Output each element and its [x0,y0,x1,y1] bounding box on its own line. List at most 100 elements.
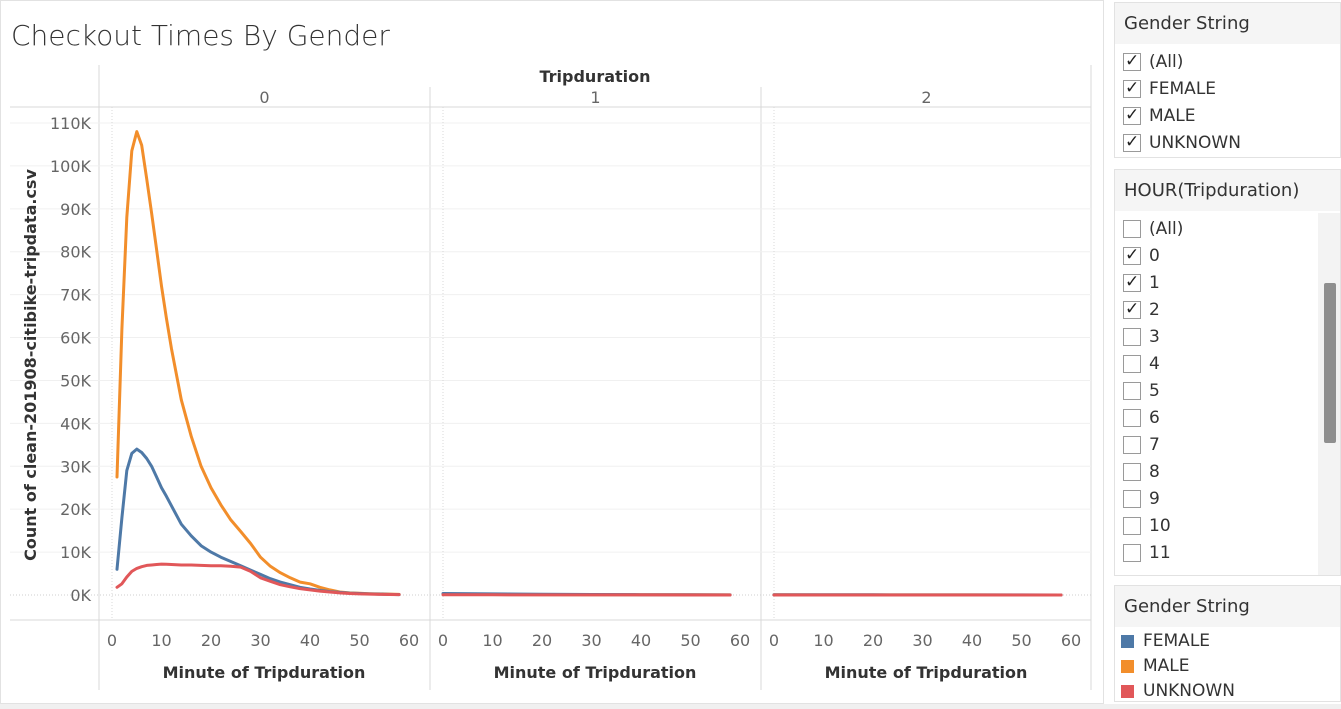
legend-item[interactable]: MALE [1121,655,1190,677]
hour-filter-title: HOUR(Tripduration) [1115,170,1340,211]
y-tick-label: 40K [60,414,91,433]
gender-filter-option[interactable]: ✓ MALE [1123,104,1196,128]
gender-filter-checkbox[interactable]: ✓ [1123,78,1141,98]
hour-filter-option[interactable]: 11 [1123,541,1171,565]
hour-filter-checkbox[interactable]: ✓ [1123,299,1141,319]
hour-filter-option-label: 4 [1149,354,1160,374]
chart-title: Checkout Times By Gender [11,19,390,52]
x-tick-label: 40 [962,631,982,650]
x-tick-label: 30 [912,631,932,650]
hour-filter-option-label: 6 [1149,408,1160,428]
hour-filter-checkbox[interactable] [1123,517,1141,535]
x-tick-label: 10 [482,631,502,650]
gender-filter-option[interactable]: ✓ (All) [1123,50,1183,74]
gender-filter-option[interactable]: ✓ FEMALE [1123,77,1216,101]
series-line-male-panel-0 [115,130,401,596]
x-axis-label: Minute of Tripduration [494,663,697,682]
hour-filter-option[interactable]: ✓ 1 [1123,271,1160,295]
x-tick-label: 10 [151,631,171,650]
series-line-female-panel-0 [115,447,401,597]
gender-filter-checkbox[interactable]: ✓ [1123,105,1141,125]
y-tick-label: 60K [60,329,91,348]
hour-filter-option[interactable]: 9 [1123,487,1160,511]
color-legend-card: Gender String FEMALE MALE UNKNOWN [1114,585,1341,702]
panel-header-label: 1 [590,88,600,107]
x-tick-label: 40 [300,631,320,650]
hour-filter-scrollbar[interactable] [1318,213,1340,575]
x-tick-label: 30 [250,631,270,650]
hour-filter-option[interactable]: (All) [1123,217,1183,241]
x-tick-label: 60 [730,631,750,650]
legend-item[interactable]: FEMALE [1121,630,1210,652]
series-line-unknown-panel-0 [115,562,401,597]
legend-item-label: FEMALE [1143,631,1211,651]
hour-filter-checkbox[interactable] [1123,382,1141,400]
x-tick-label: 50 [349,631,369,650]
hour-filter-option-label: 2 [1149,300,1160,320]
hour-filter-option[interactable]: 3 [1123,325,1160,349]
hour-filter-card: HOUR(Tripduration) (All) ✓ 0 ✓ 1 ✓ 2 3 4 5 6 7 8 9 10 1… [1114,169,1341,576]
hour-filter-option[interactable]: 5 [1123,379,1160,403]
x-tick-label: 0 [107,631,117,650]
y-tick-label: 100K [50,157,92,176]
gender-filter-checkbox[interactable]: ✓ [1123,51,1141,71]
checkmark-icon: ✓ [1125,78,1140,98]
legend-item[interactable]: UNKNOWN [1121,680,1235,702]
legend-item-label: MALE [1143,656,1190,676]
x-tick-label: 60 [399,631,419,650]
x-tick-label: 0 [438,631,448,650]
checkmark-icon: ✓ [1125,272,1140,292]
hour-filter-option-label: 7 [1149,435,1160,455]
hour-filter-checkbox[interactable] [1123,490,1141,508]
y-tick-label: 90K [60,200,91,219]
hour-filter-checkbox[interactable]: ✓ [1123,272,1141,292]
gender-filter-option-label: MALE [1149,106,1196,126]
hour-filter-option[interactable]: ✓ 0 [1123,244,1160,268]
gender-filter-option-label: (All) [1149,52,1184,72]
hour-filter-option[interactable]: 4 [1123,352,1160,376]
hour-filter-checkbox[interactable] [1123,328,1141,346]
hour-filter-checkbox[interactable] [1123,409,1141,427]
gender-filter-option[interactable]: ✓ UNKNOWN [1123,131,1241,155]
hour-filter-option-label: 5 [1149,381,1160,401]
hour-filter-option[interactable]: 8 [1123,460,1160,484]
hour-filter-option-label: 11 [1149,543,1171,563]
y-tick-label: 10K [60,543,91,562]
hour-filter-checkbox[interactable] [1123,544,1141,562]
hour-filter-option-label: 8 [1149,462,1160,482]
legend-swatch [1121,659,1134,673]
hour-filter-checkbox[interactable]: ✓ [1123,245,1141,265]
hour-filter-option[interactable]: 7 [1123,433,1160,457]
hour-filter-option-label: 9 [1149,489,1160,509]
checkmark-icon: ✓ [1125,245,1140,265]
y-tick-label: 0K [70,586,91,605]
y-axis-label: Count of clean-201908-citibike-tripdata.… [21,169,40,561]
bottom-bar [0,704,1341,709]
x-tick-label: 40 [631,631,651,650]
hour-filter-option[interactable]: 6 [1123,406,1160,430]
hour-filter-checkbox[interactable] [1123,220,1141,238]
x-tick-label: 0 [769,631,779,650]
x-tick-label: 50 [680,631,700,650]
hour-filter-scroll-thumb[interactable] [1324,283,1336,443]
x-axis-label: Minute of Tripduration [163,663,366,682]
gender-filter-option-label: FEMALE [1149,79,1217,99]
line-chart: 0K 10K 20K 30K 40K 50K 60K 70K 80K 90K 100K 110K Tri… [10,65,1092,690]
legend-swatch [1121,684,1134,698]
gender-filter-checkbox[interactable]: ✓ [1123,132,1141,152]
x-tick-label: 20 [532,631,552,650]
checkmark-icon: ✓ [1125,299,1140,319]
x-tick-label: 50 [1011,631,1031,650]
hour-filter-checkbox[interactable] [1123,436,1141,454]
hour-filter-option[interactable]: 10 [1123,514,1171,538]
checkmark-icon: ✓ [1125,51,1140,71]
hour-filter-checkbox[interactable] [1123,463,1141,481]
y-tick-label: 80K [60,243,91,262]
x-tick-label: 10 [813,631,833,650]
gender-filter-card: Gender String ✓ (All) ✓ FEMALE ✓ MALE ✓ UNKNOWN [1114,2,1341,158]
hour-filter-option-label: 1 [1149,273,1160,293]
hour-filter-checkbox[interactable] [1123,355,1141,373]
hour-filter-option[interactable]: ✓ 2 [1123,298,1160,322]
y-tick-label: 20K [60,500,91,519]
x-tick-label: 30 [581,631,601,650]
